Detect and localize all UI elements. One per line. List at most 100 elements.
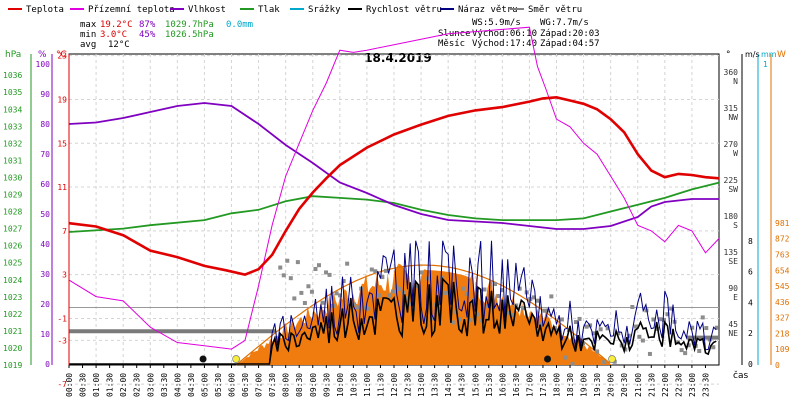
axis-time-tick: 03:00 — [146, 373, 155, 397]
wind-direction-point — [570, 361, 575, 366]
axis-hpa-tick: 1026 — [3, 242, 22, 251]
wind-direction-point — [496, 293, 501, 298]
wind-direction-point — [450, 320, 455, 325]
axis-percent-tick: 30 — [40, 270, 50, 279]
series-tlak — [68, 181, 720, 233]
axis-time-tick: 03:30 — [160, 373, 169, 397]
wind-direction-point — [665, 312, 670, 317]
wind-direction-point — [468, 317, 473, 322]
wind-direction-point — [443, 291, 448, 296]
axis-time-tick: 18:30 — [566, 373, 575, 397]
legend: Teplota Přízemní teplota Vlhkost Tlak Sr… — [8, 5, 582, 15]
wind-direction-point — [461, 286, 466, 291]
wind-speed-line — [69, 277, 717, 365]
wind-direction-point — [517, 286, 522, 291]
axis-hpa-tick: 1023 — [3, 293, 22, 302]
wind-direction-point — [320, 300, 325, 305]
wind-direction-point — [366, 306, 371, 311]
axis-celsius-header: °C — [56, 50, 67, 60]
axis-solar-header: W — [777, 50, 786, 60]
axis-direction-compass: SE — [728, 257, 738, 266]
wind-direction-point — [464, 291, 469, 296]
axis-solar-tick: 0 — [775, 361, 780, 370]
legend-label-smer: Směr větru — [528, 5, 582, 15]
wind-direction-point — [288, 276, 293, 281]
axis-time-tick: 10:30 — [349, 373, 358, 397]
wind-direction-point — [612, 359, 617, 364]
axis-time-tick: 06:00 — [228, 373, 237, 397]
wind-direction-point — [507, 310, 512, 315]
axis-hpa-tick: 1034 — [3, 105, 22, 114]
info-sun-label: Slunce — [438, 29, 471, 39]
wind-direction-point — [602, 360, 607, 365]
axis-time-tick: 17:00 — [525, 373, 534, 397]
axis-percent-tick: 40 — [40, 240, 50, 249]
wind-direction-point — [549, 294, 554, 299]
axis-direction-header: ° — [726, 50, 731, 60]
wind-direction-point — [334, 291, 339, 296]
axis-wind-tick: 8 — [748, 237, 753, 246]
stats-avg-label: avg — [80, 40, 96, 50]
wind-direction-point — [313, 266, 318, 271]
axis-time-tick: 04:30 — [187, 373, 196, 397]
axis-direction-tick: 270 — [724, 140, 739, 149]
axis-time-tick: 00:30 — [79, 373, 88, 397]
info-sunrise: Východ:06:10 — [472, 29, 537, 39]
axis-celsius: 23 19 15 11 7 3 -1 -3 -7 — [57, 52, 67, 389]
axis-time-tick: 01:00 — [92, 373, 101, 397]
stats-min-label: min — [80, 30, 96, 40]
axis-time-tick: 07:30 — [268, 373, 277, 397]
axis-hpa-tick: 1033 — [3, 122, 22, 131]
stats-min-press: 1026.5hPa — [165, 30, 214, 40]
axis-celsius-tick: 19 — [57, 95, 67, 104]
axis-celsius-tick: -7 — [57, 380, 67, 389]
axis-wind-tick: 6 — [748, 268, 753, 277]
axis-time-tick: 19:00 — [580, 373, 589, 397]
axis-direction-compass: NW — [728, 113, 738, 122]
axis-time-tick: 02:30 — [133, 373, 142, 397]
wind-direction-point — [654, 326, 659, 331]
axis-hpa-tick: 1028 — [3, 208, 22, 217]
solar-theoretical-curve — [235, 264, 611, 366]
wind-direction-point — [630, 304, 635, 309]
axis-hpa-tick: 1027 — [3, 225, 22, 234]
axis-time-tick: 11:30 — [376, 373, 385, 397]
axis-time-tick: 06:30 — [241, 373, 250, 397]
axis-direction-tick: 315 — [724, 104, 739, 113]
axis-celsius-tick: -3 — [57, 336, 67, 345]
wind-direction-point — [362, 305, 367, 310]
axis-solar-tick: 436 — [775, 298, 790, 307]
legend-label-srazky: Srážky — [308, 5, 341, 15]
axis-direction-compass: S — [733, 221, 738, 230]
axis-direction-tick: 135 — [724, 248, 739, 257]
axis-time-tick: 10:00 — [336, 373, 345, 397]
wind-direction-point — [482, 287, 487, 292]
axis-percent-tick: 80 — [40, 120, 50, 129]
wind-direction-point — [559, 317, 564, 322]
wind-direction-point — [714, 325, 719, 330]
wind-direction-point — [327, 272, 332, 277]
legend-label-tlak: Tlak — [258, 5, 280, 15]
wind-direction-point — [616, 331, 621, 336]
axis-time-tick: 04:00 — [173, 373, 182, 397]
wind-direction-point — [380, 275, 385, 280]
axis-solar-tick: 109 — [775, 345, 790, 354]
sunset-marker-icon — [608, 355, 616, 363]
axis-direction-tick: 360 — [724, 68, 739, 77]
chart-title: 18.4.2019 — [364, 51, 432, 65]
stats-min-hum: 45% — [139, 30, 156, 40]
legend-label-vlhkost: Vlhkost — [188, 5, 226, 15]
stats-max-press: 1029.7hPa — [165, 20, 214, 30]
wind-direction-point — [341, 278, 346, 283]
axis-hpa-tick: 1024 — [3, 276, 22, 285]
wind-direction-point — [683, 351, 688, 356]
axis-percent-tick: 20 — [40, 300, 50, 309]
axis-wind: 8 6 4 2 0 — [748, 237, 753, 369]
stats-max-hum: 87% — [139, 20, 156, 30]
info-block: WS:5.9m/s WG:7.7m/s Slunce Východ:06:10 … — [438, 18, 600, 49]
sunrise-marker-icon — [232, 355, 240, 363]
wind-direction-point — [376, 293, 381, 298]
